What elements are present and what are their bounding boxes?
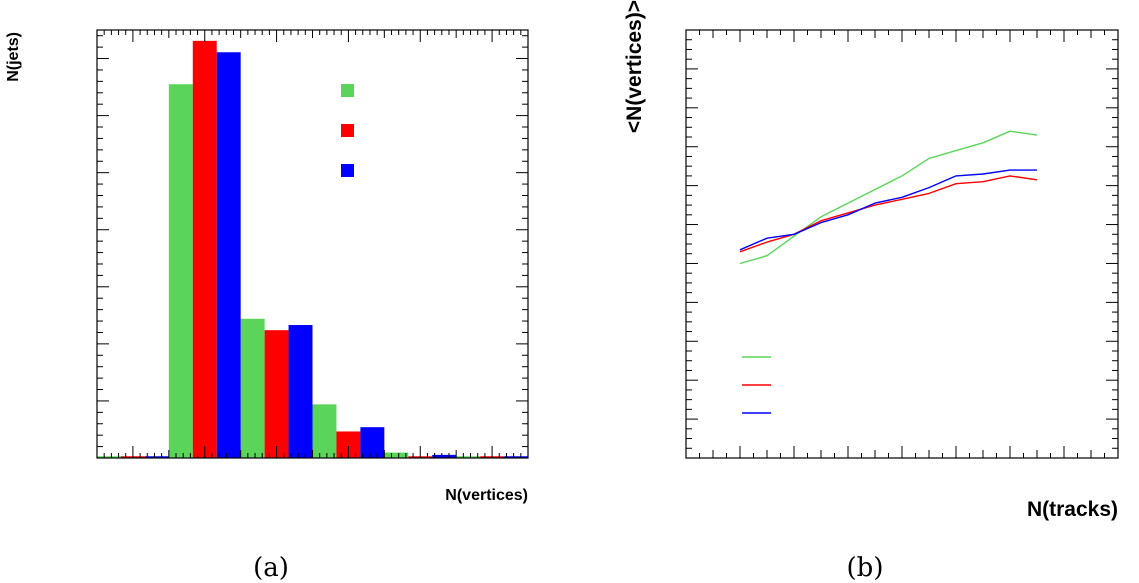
line-panel: N(tracks) <N(vertices)> (b) bbox=[623, 0, 1119, 583]
histogram-panel: N(vertices) N(jets) (a) bbox=[5, 29, 529, 583]
line-x-axis-title: N(tracks) bbox=[1027, 498, 1118, 521]
histogram-bar-cheater bbox=[312, 404, 337, 458]
line-caption: (b) bbox=[847, 553, 884, 583]
line-legend bbox=[742, 356, 771, 414]
line-series-zvmst bbox=[739, 169, 1037, 251]
histogram-bar-zvres bbox=[336, 431, 361, 458]
histogram-bar-zvmst bbox=[288, 325, 313, 458]
histogram-bar-zvmst bbox=[432, 454, 457, 458]
histogram-bar-cheater bbox=[384, 452, 409, 458]
legend-swatch-zvres bbox=[341, 124, 354, 137]
line-ticks bbox=[685, 29, 1119, 459]
line-series bbox=[739, 130, 1038, 265]
legend-swatch-zvmst bbox=[341, 164, 354, 177]
line-frame bbox=[685, 29, 1119, 459]
histogram-y-axis-title: N(jets) bbox=[5, 32, 22, 82]
line-series-cheater bbox=[739, 130, 1038, 265]
histogram-bar-zvmst bbox=[360, 427, 385, 458]
histogram-bar-zvres bbox=[264, 330, 289, 458]
histogram-x-axis-title: N(vertices) bbox=[445, 487, 528, 504]
histogram-bars bbox=[97, 40, 528, 459]
histogram-legend bbox=[341, 84, 354, 177]
line-series-zvres bbox=[739, 175, 1038, 253]
histogram-bar-zvmst bbox=[216, 52, 241, 458]
histogram-bar-zvres bbox=[192, 40, 217, 459]
legend-swatch-cheater bbox=[341, 84, 354, 97]
histogram-ticks bbox=[97, 30, 529, 459]
histogram-frame bbox=[96, 29, 529, 459]
histogram-bar-cheater bbox=[168, 84, 193, 459]
histogram-caption: (a) bbox=[253, 553, 289, 583]
histogram-bar-cheater bbox=[240, 318, 265, 458]
line-y-axis-title: <N(vertices)> bbox=[623, 0, 646, 133]
